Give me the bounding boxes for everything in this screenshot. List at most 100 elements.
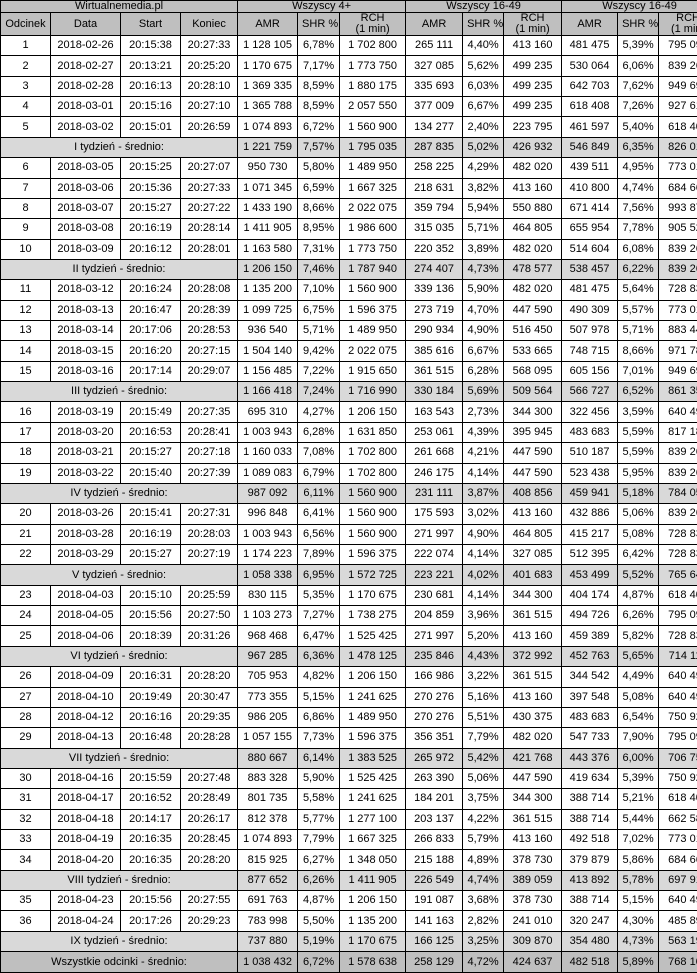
cell-r38-c1: 2018-04-18 (50, 808, 121, 831)
cell-r29-c9: 413 160 (503, 625, 563, 647)
cell-r33-c4: 986 205 (237, 706, 299, 729)
cell-r14-c0: 13 (0, 320, 51, 342)
cell-r10-c8: 3,89% (462, 238, 505, 260)
cell-r43-c7: 141 163 (405, 910, 464, 932)
cell-r34-c9: 482 020 (503, 727, 563, 749)
cell-r9-c11: 7,78% (617, 218, 660, 240)
table-row: 36 2018-04-24 20:17:26 20:29:23 783 998 5,50%… (0, 910, 697, 932)
cell-r7-c10: 410 800 (561, 177, 619, 199)
header-group-source: Wirtualnemedia.pl (0, 0, 239, 13)
cell-r23-c11: 5,06% (617, 503, 660, 525)
week-summary-label: IX tydzień - średnio: (0, 930, 239, 953)
cell-r25-c2: 20:15:27 (120, 543, 181, 566)
cell-r33-c7: 270 276 (405, 706, 464, 729)
cell-r26-c6: 1 572 725 (339, 564, 407, 586)
cell-r27-c10: 404 174 (561, 584, 619, 607)
cell-r36-c4: 883 328 (237, 767, 299, 790)
cell-r39-c2: 20:16:35 (120, 829, 181, 851)
cell-r8-c7: 359 794 (405, 197, 464, 220)
cell-r3-c5: 8,59% (297, 96, 341, 118)
cell-r37-c0: 31 (0, 788, 51, 810)
cell-r35-c6: 1 383 525 (339, 747, 407, 769)
week-summary-label: III tydzień - średnio: (0, 381, 239, 403)
table-row: 2 2018-02-27 20:13:21 20:25:20 1 170 675 7,17… (0, 55, 697, 77)
cell-r14-c5: 5,71% (297, 320, 341, 342)
cell-r34-c4: 1 057 155 (237, 727, 299, 749)
cell-r0-c11: 5,39% (617, 34, 660, 57)
cell-r2-c7: 335 693 (405, 75, 464, 98)
cell-r39-c1: 2018-04-19 (50, 829, 121, 851)
cell-r42-c11: 5,15% (617, 890, 660, 912)
cell-r25-c12: 728 838 (658, 543, 697, 566)
cell-r2-c4: 1 369 335 (237, 75, 299, 98)
week-summary-label: VII tydzień - średnio: (0, 747, 239, 769)
cell-r11-c4: 1 206 150 (237, 258, 299, 281)
cell-r34-c3: 20:28:28 (179, 727, 239, 749)
cell-r33-c2: 20:16:16 (120, 706, 181, 729)
cell-r3-c6: 2 057 550 (339, 96, 407, 118)
cell-r11-c8: 4,73% (462, 258, 505, 281)
table-row: 15 2018-03-16 20:17:14 20:29:07 1 156 485 7,2… (0, 360, 697, 383)
cell-r42-c7: 191 087 (405, 890, 464, 912)
cell-r38-c4: 812 378 (237, 808, 299, 831)
cell-r41-c6: 1 411 905 (339, 869, 407, 892)
cell-r0-c7: 265 111 (405, 34, 464, 57)
cell-r27-c2: 20:15:10 (120, 584, 181, 607)
cell-r26-c8: 4,02% (462, 564, 505, 586)
cell-r35-c9: 421 768 (503, 747, 563, 769)
cell-r1-c11: 6,06% (617, 55, 660, 77)
cell-r9-c0: 9 (0, 218, 51, 240)
cell-r13-c12: 773 010 (658, 299, 697, 322)
week-summary-label: VI tydzień - średnio: (0, 645, 239, 668)
cell-r6-c8: 4,29% (462, 157, 505, 179)
week-summary-label: VIII tydzień - średnio: (0, 869, 239, 892)
cell-r31-c4: 705 953 (237, 666, 299, 688)
cell-r4-c4: 1 074 893 (237, 116, 299, 138)
cell-r27-c12: 618 408 (658, 584, 697, 607)
header-group-16-49-a: Wszyscy 16-49 (405, 0, 563, 13)
cell-r4-c6: 1 560 900 (339, 116, 407, 138)
cell-r39-c4: 1 074 893 (237, 829, 299, 851)
cell-r29-c5: 6,47% (297, 625, 341, 647)
cell-r8-c5: 8,66% (297, 197, 341, 220)
cell-r28-c7: 204 859 (405, 605, 464, 627)
cell-r0-c8: 4,40% (462, 34, 505, 57)
cell-r34-c5: 7,73% (297, 727, 341, 749)
table-row: 18 2018-03-21 20:15:27 20:27:18 1 160 033 7,0… (0, 442, 697, 464)
cell-r32-c6: 1 241 625 (339, 686, 407, 708)
cell-r35-c8: 5,42% (462, 747, 505, 769)
cell-r4-c9: 223 795 (503, 116, 563, 138)
cell-r19-c7: 253 061 (405, 421, 464, 444)
cell-r44-c4: 737 880 (237, 930, 299, 953)
cell-r12-c10: 481 475 (561, 279, 619, 301)
cell-r37-c12: 618 408 (658, 788, 697, 810)
cell-r41-c12: 697 918 (658, 869, 697, 892)
cell-r0-c0: 1 (0, 34, 51, 57)
cell-r12-c12: 728 838 (658, 279, 697, 301)
cell-r6-c10: 439 511 (561, 157, 619, 179)
cell-r36-c2: 20:15:59 (120, 767, 181, 790)
table-row: 7 2018-03-06 20:15:36 20:27:33 1 071 345 6,59… (0, 177, 697, 199)
cell-r37-c9: 344 300 (503, 788, 563, 810)
cell-r3-c11: 7,26% (617, 96, 660, 118)
cell-r8-c1: 2018-03-07 (50, 197, 121, 220)
cell-r28-c2: 20:15:56 (120, 605, 181, 627)
cell-r23-c2: 20:15:41 (120, 503, 181, 525)
column-header-odcinek: Odcinek (0, 12, 51, 36)
cell-r33-c9: 430 375 (503, 706, 563, 729)
cell-r4-c8: 2,40% (462, 116, 505, 138)
cell-r45-c6: 1 578 638 (339, 951, 407, 973)
table-row: 29 2018-04-13 20:16:48 20:28:28 1 057 155 7,7… (0, 727, 697, 749)
cell-r45-c11: 5,89% (617, 951, 660, 973)
cell-r30-c11: 5,65% (617, 645, 660, 668)
cell-r25-c3: 20:27:19 (179, 543, 239, 566)
table-row: 35 2018-04-23 20:15:56 20:27:55 691 763 4,87%… (0, 890, 697, 912)
cell-r6-c9: 482 020 (503, 157, 563, 179)
cell-r1-c5: 7,17% (297, 55, 341, 77)
cell-r14-c12: 883 440 (658, 320, 697, 342)
cell-r31-c6: 1 206 150 (339, 666, 407, 688)
cell-r12-c11: 5,64% (617, 279, 660, 301)
cell-r16-c4: 1 156 485 (237, 360, 299, 383)
cell-r33-c12: 750 924 (658, 706, 697, 729)
cell-r30-c10: 452 763 (561, 645, 619, 668)
